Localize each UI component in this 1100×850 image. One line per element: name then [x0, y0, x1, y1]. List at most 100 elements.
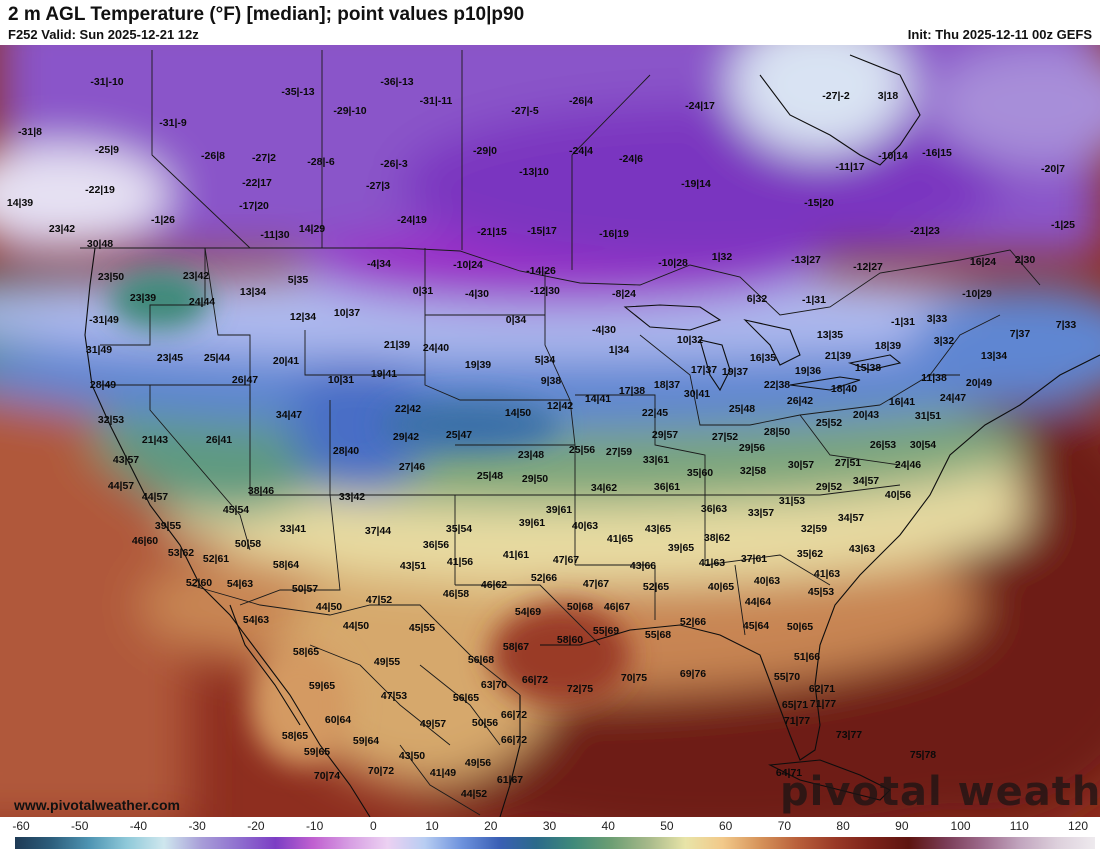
- color-scale-tick: -50: [71, 819, 89, 833]
- point-value: 39|65: [667, 542, 695, 554]
- point-value: 30|41: [683, 388, 711, 400]
- point-value: 16|41: [888, 396, 916, 408]
- point-value: 11|38: [921, 372, 947, 384]
- point-value: -11|17: [835, 161, 865, 173]
- color-scale-tick: -60: [12, 819, 30, 833]
- point-value: 49|57: [419, 718, 447, 730]
- point-value: 35|54: [445, 523, 473, 535]
- point-value: 45|53: [807, 586, 835, 598]
- point-value: 32|58: [739, 465, 767, 477]
- point-value: -1|31: [891, 316, 915, 328]
- point-value: 19|41: [370, 368, 398, 380]
- point-value: 17|37: [690, 364, 718, 376]
- color-scale-bar: -60 -50 -40 -30 -20 -10 0 10 20 30 40 50 60 70 80 90 100…: [0, 817, 1100, 850]
- point-value: 52|61: [202, 553, 230, 565]
- point-value: 26|47: [231, 374, 259, 386]
- point-value: 46|67: [603, 601, 631, 613]
- point-value: 45|54: [222, 504, 250, 516]
- point-value: 43|65: [644, 523, 672, 535]
- point-value: 23|39: [129, 292, 157, 304]
- point-value: 38|62: [703, 532, 731, 544]
- point-value: 64|71: [775, 767, 803, 779]
- point-value: -26|4: [569, 95, 593, 107]
- point-value: -11|30: [260, 229, 290, 241]
- website-credit: www.pivotalweather.com: [14, 797, 180, 813]
- point-value: 27|52: [711, 431, 739, 443]
- point-value: 27|59: [605, 446, 633, 458]
- point-value: 52|66: [679, 616, 707, 628]
- point-value: 58|64: [272, 559, 300, 571]
- point-value: -10|14: [878, 150, 908, 162]
- point-value: 20|43: [852, 409, 880, 421]
- point-value: -10|29: [962, 288, 992, 300]
- point-value: 29|57: [651, 429, 679, 441]
- point-value: -17|20: [239, 200, 269, 212]
- color-scale-tick: 60: [718, 819, 733, 833]
- point-value: 34|57: [837, 512, 865, 524]
- point-value: -26|8: [201, 150, 225, 162]
- point-value: 32|59: [800, 523, 828, 535]
- color-scale-tick: -40: [129, 819, 148, 833]
- point-value: 70|74: [313, 770, 341, 782]
- point-value: 21|39: [383, 339, 411, 351]
- point-value: -8|24: [612, 288, 636, 300]
- point-value: 0|31: [412, 285, 434, 297]
- point-value: 46|58: [442, 588, 470, 600]
- color-scale-tick: 50: [660, 819, 674, 833]
- point-value: -16|15: [922, 147, 952, 159]
- point-value: -15|17: [527, 225, 557, 237]
- point-value: -22|19: [85, 184, 115, 196]
- coastlines: [84, 54, 1100, 817]
- point-value: 5|34: [534, 354, 556, 366]
- point-value: -28|-6: [307, 156, 335, 168]
- brand-watermark: pivotal weather: [780, 769, 1100, 815]
- point-value: 41|56: [446, 556, 474, 568]
- point-value: 25|56: [568, 444, 596, 456]
- point-value: 39|61: [518, 517, 546, 529]
- point-value: 23|48: [517, 449, 545, 461]
- point-value: 1|32: [711, 251, 733, 263]
- point-value: 41|63: [698, 557, 726, 569]
- point-value: 35|62: [796, 548, 824, 560]
- point-value: -4|34: [367, 258, 391, 270]
- point-value: 6|32: [746, 293, 768, 305]
- point-value: 50|57: [291, 583, 319, 595]
- point-value: 26|42: [786, 395, 814, 407]
- point-value: 65|71: [781, 699, 809, 711]
- point-value: 53|62: [167, 547, 195, 559]
- point-value: 16|24: [969, 256, 997, 268]
- point-value: -1|25: [1051, 219, 1075, 231]
- point-value: 41|61: [502, 549, 530, 561]
- point-value: 22|42: [394, 403, 422, 415]
- point-value: -12|30: [530, 285, 560, 297]
- color-scale-tick: 90: [895, 819, 909, 833]
- point-value: 44|50: [342, 620, 370, 632]
- point-value: -35|-13: [281, 86, 315, 98]
- color-scale-tick: 30: [542, 819, 557, 833]
- point-value: -31|-9: [159, 117, 187, 129]
- point-value: 13|34: [980, 350, 1008, 362]
- temperature-field: [0, 45, 1100, 817]
- point-value: 43|50: [398, 750, 426, 762]
- point-value: 33|61: [642, 454, 670, 466]
- point-value: 58|65: [281, 730, 309, 742]
- point-value: -27|3: [366, 180, 390, 192]
- color-scale-tick: 110: [1009, 819, 1029, 833]
- point-value: 31|51: [914, 410, 942, 422]
- point-value: 50|65: [786, 621, 814, 633]
- point-value: 16|35: [749, 352, 777, 364]
- point-value: 21|43: [141, 434, 169, 446]
- point-value: 43|51: [399, 560, 427, 572]
- point-value: 26|41: [205, 434, 233, 446]
- point-value: 17|38: [618, 385, 646, 397]
- point-value: 39|55: [154, 520, 182, 532]
- color-scale-tick: -30: [188, 819, 206, 833]
- point-value: 7|33: [1055, 319, 1077, 331]
- point-value: 34|47: [275, 409, 303, 421]
- point-value: -27|-5: [511, 105, 539, 117]
- point-value: 56|65: [452, 692, 480, 704]
- point-value: -24|6: [619, 153, 643, 165]
- point-value: -25|9: [95, 144, 119, 156]
- point-value: 10|37: [333, 307, 361, 319]
- point-value: 29|42: [392, 431, 420, 443]
